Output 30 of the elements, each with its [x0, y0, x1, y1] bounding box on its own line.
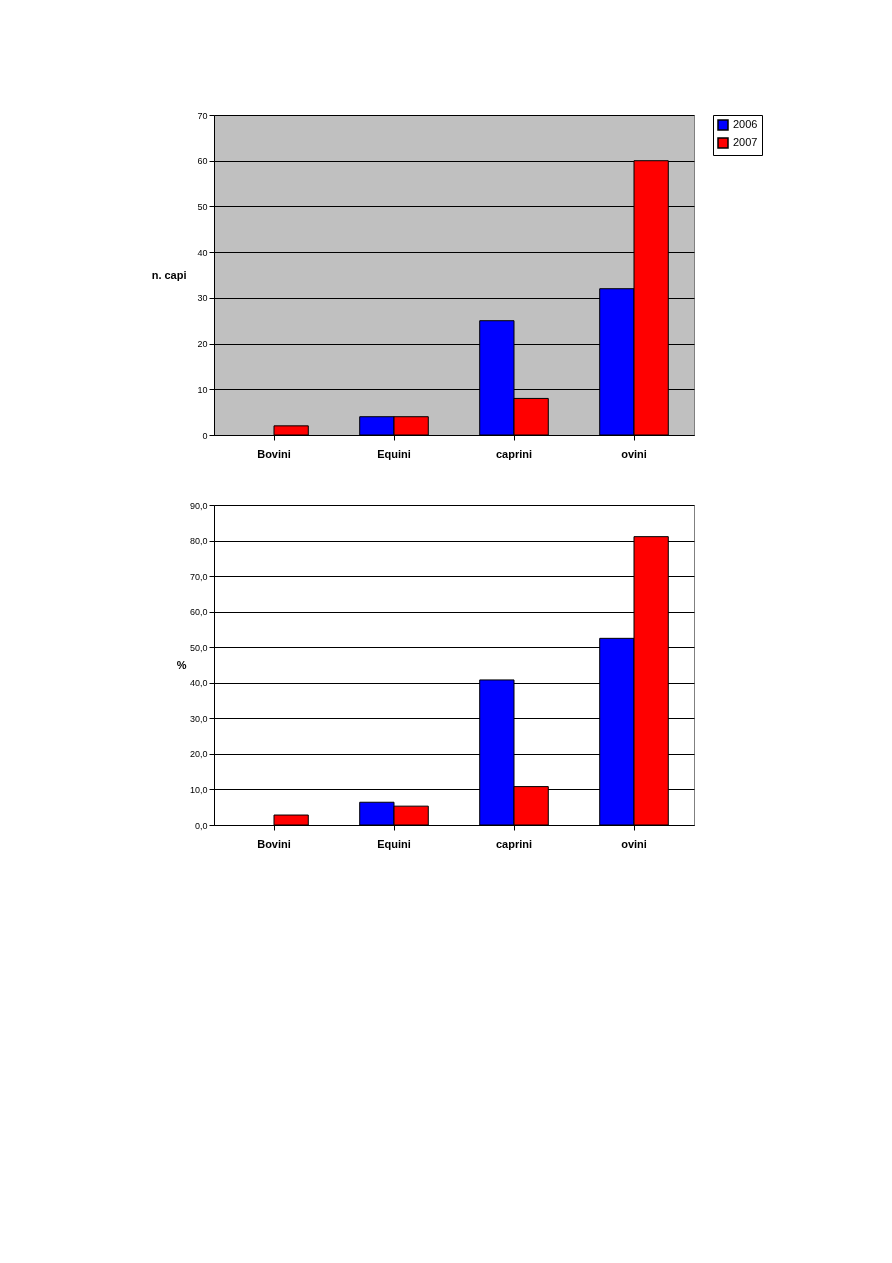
legend-label: 2006: [733, 118, 758, 130]
y-tick-label: 0,0: [194, 820, 208, 831]
y-tick-label: 20,0: [189, 749, 208, 760]
y-tick-label: 20: [197, 339, 208, 350]
legend-label: 2007: [733, 136, 758, 148]
y-tick-label: 90,0: [189, 500, 208, 511]
x-tick-label: Bovini: [257, 837, 291, 850]
y-tick-label: 10,0: [189, 784, 208, 795]
y-tick-label: 0: [202, 430, 208, 441]
x-tick-label: ovini: [621, 447, 647, 460]
y-tick-label: 10: [197, 384, 208, 395]
y-tick-label: 50: [197, 201, 208, 212]
y-tick-label: 30: [197, 293, 208, 304]
y-tick-label: 30,0: [189, 713, 208, 724]
x-tick-label: ovini: [621, 837, 647, 850]
x-tick-label: Bovini: [257, 447, 291, 460]
y-tick-label: 40,0: [189, 678, 208, 689]
x-tick-label: caprini: [495, 447, 533, 460]
y-tick-label: 60: [197, 156, 208, 167]
y-tick-label: 50,0: [189, 642, 208, 653]
x-tick-label: Equini: [377, 837, 411, 850]
y-tick-label: 70,0: [189, 571, 208, 582]
y-tick-label: 60,0: [189, 607, 208, 618]
y-tick-label: 40: [197, 247, 208, 258]
y-tick-label: 80,0: [189, 536, 208, 547]
y-axis-title: %: [176, 658, 187, 671]
y-axis-title: n. capi: [151, 268, 187, 281]
x-tick-label: caprini: [495, 837, 533, 850]
x-tick-label: Equini: [377, 447, 411, 460]
y-tick-label: 70: [197, 110, 208, 121]
